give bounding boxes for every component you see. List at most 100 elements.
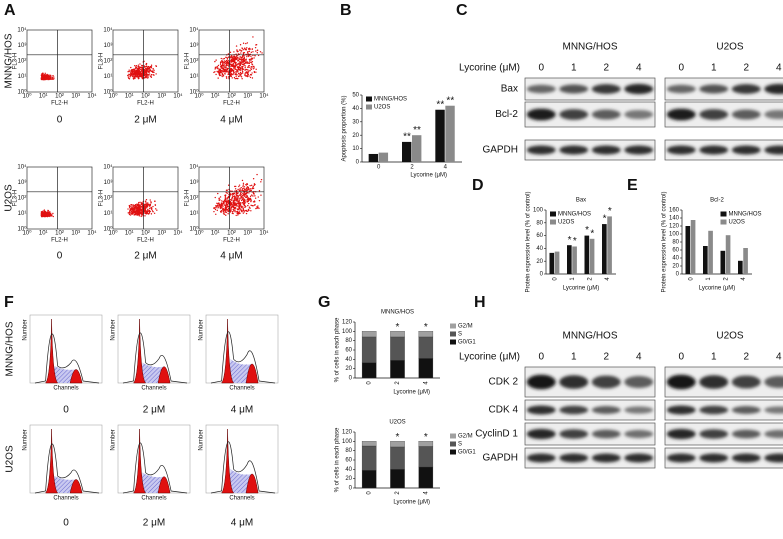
y-tick-label: 0 [349, 376, 353, 382]
event-dot [234, 58, 236, 60]
event-dot [247, 50, 249, 53]
event-dot [248, 66, 250, 69]
event-dot [137, 64, 140, 66]
event-dot [237, 206, 240, 208]
event-dot [222, 209, 225, 211]
event-dot [137, 203, 140, 206]
event-dot [236, 201, 238, 203]
lane-label: 0 [678, 63, 684, 74]
event-dot [241, 202, 243, 204]
x-tick-label: 10³ [157, 94, 166, 100]
event-dot [233, 67, 235, 69]
event-dot [147, 77, 149, 79]
event-dot [242, 185, 244, 187]
event-dot [146, 75, 149, 77]
x-axis-label: Channels [229, 496, 254, 502]
event-dot [127, 208, 129, 210]
event-dot [231, 59, 234, 62]
band [699, 145, 729, 155]
panel-label: G [318, 294, 330, 311]
event-dot [132, 78, 135, 80]
row-label: U2OS [4, 184, 15, 212]
significance-mark: ** [436, 99, 444, 110]
event-dot [229, 51, 232, 54]
x-tick-label: 10¹ [211, 94, 220, 100]
blot-frame [524, 399, 656, 421]
event-dot [250, 61, 253, 64]
fit-curve [210, 331, 276, 384]
event-dot [131, 203, 133, 206]
event-dot [250, 200, 252, 203]
event-dot [214, 208, 217, 211]
event-dot [247, 69, 249, 71]
event-dot [139, 211, 142, 213]
event-dot [138, 201, 140, 204]
bar [554, 251, 560, 274]
bar [445, 105, 455, 162]
y-axis-label: Protein expression level (% of control) [662, 191, 668, 292]
event-dot [226, 189, 228, 191]
event-dot [133, 71, 136, 74]
event-dot [137, 71, 140, 74]
event-dot [255, 207, 257, 210]
lane-label: 4 [776, 63, 782, 74]
event-dot [240, 207, 243, 209]
event-dot [224, 199, 227, 201]
event-dot [235, 205, 237, 207]
event-dot [238, 73, 240, 75]
lane-label: 2 [743, 63, 749, 74]
event-dot [144, 203, 146, 205]
event-dot [250, 68, 253, 71]
event-dot [233, 51, 235, 53]
group-label: U2OS [716, 42, 744, 53]
event-dot [223, 66, 225, 68]
lane-label: 0 [538, 63, 544, 74]
event-dot [243, 193, 245, 196]
event-dot [237, 63, 239, 65]
x-tick-label: 10² [55, 231, 64, 237]
band [699, 429, 729, 439]
event-dot [225, 71, 227, 73]
event-dot [218, 198, 220, 200]
event-dot [230, 202, 232, 205]
band [526, 84, 556, 94]
event-dot [239, 204, 241, 206]
band [764, 376, 783, 388]
bar [725, 235, 731, 274]
event-dot [225, 76, 228, 78]
event-dot [235, 58, 237, 61]
event-dot [150, 67, 152, 69]
event-dot [246, 74, 248, 77]
event-dot [249, 70, 251, 72]
legend-label: MNNG/HOS [558, 212, 591, 218]
x-tick-label: 10⁰ [22, 93, 32, 100]
event-dot [155, 208, 157, 210]
band [764, 109, 783, 120]
event-dot [233, 55, 236, 58]
bar-segment [390, 360, 405, 379]
x-tick-label: 0 [552, 277, 558, 281]
event-dot [231, 211, 234, 213]
event-dot [247, 66, 249, 68]
x-tick-label: 4 [423, 491, 429, 495]
event-dot [246, 201, 248, 203]
event-dot [143, 70, 146, 72]
event-dot [233, 199, 235, 201]
event-dot [245, 49, 247, 51]
event-dot [248, 75, 250, 77]
event-dot [214, 71, 216, 73]
lane-label: 4 [636, 63, 642, 74]
band [731, 375, 761, 389]
event-dot [148, 71, 150, 73]
x-tick-label: 10³ [243, 231, 252, 237]
significance-mark: * [585, 225, 589, 236]
row-label: MNNG/HOS [4, 33, 15, 88]
x-tick-label: 10² [227, 231, 236, 237]
event-dot [41, 74, 43, 76]
x-tick-label: 10¹ [211, 231, 220, 237]
x-tick-label: 10¹ [125, 231, 134, 237]
event-dot [234, 206, 237, 209]
event-dot [255, 50, 257, 52]
event-dot [221, 204, 224, 206]
event-dot [254, 197, 257, 199]
